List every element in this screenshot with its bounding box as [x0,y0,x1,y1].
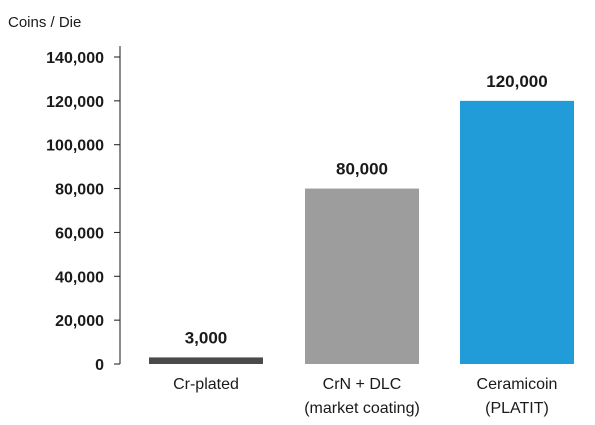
data-label: 120,000 [486,72,547,91]
data-label: 3,000 [185,328,228,347]
y-tick-label: 60,000 [55,225,104,242]
x-tick-label: Cr-plated [173,376,239,393]
y-tick-label: 140,000 [46,50,104,67]
y-tick-label: 40,000 [55,269,104,286]
x-axis-ticks: Cr-plated CrN + DLC (market coating) Cerami… [173,376,557,417]
y-tick-label: 20,000 [55,313,104,330]
x-tick-label: CrN + DLC [323,376,402,393]
x-tick-label: Ceramicoin [477,376,558,393]
x-tick-label: (PLATIT) [485,400,549,417]
x-tick-label: (market coating) [304,400,420,417]
data-labels-group: 3,000 80,000 120,000 [185,72,548,348]
bars-group [149,100,574,364]
y-tick-label: 120,000 [46,94,104,111]
bar [305,188,419,364]
data-label: 80,000 [336,160,388,179]
bar [460,100,574,364]
y-axis-label: Coins / Die [8,14,81,31]
y-tick-label: 0 [95,357,104,374]
y-axis-ticks: 0 20,000 40,000 60,000 80,000 100,000 120,000 1… [46,50,120,374]
bar [149,357,263,364]
y-tick-label: 80,000 [55,182,104,199]
y-tick-label: 100,000 [46,138,104,155]
